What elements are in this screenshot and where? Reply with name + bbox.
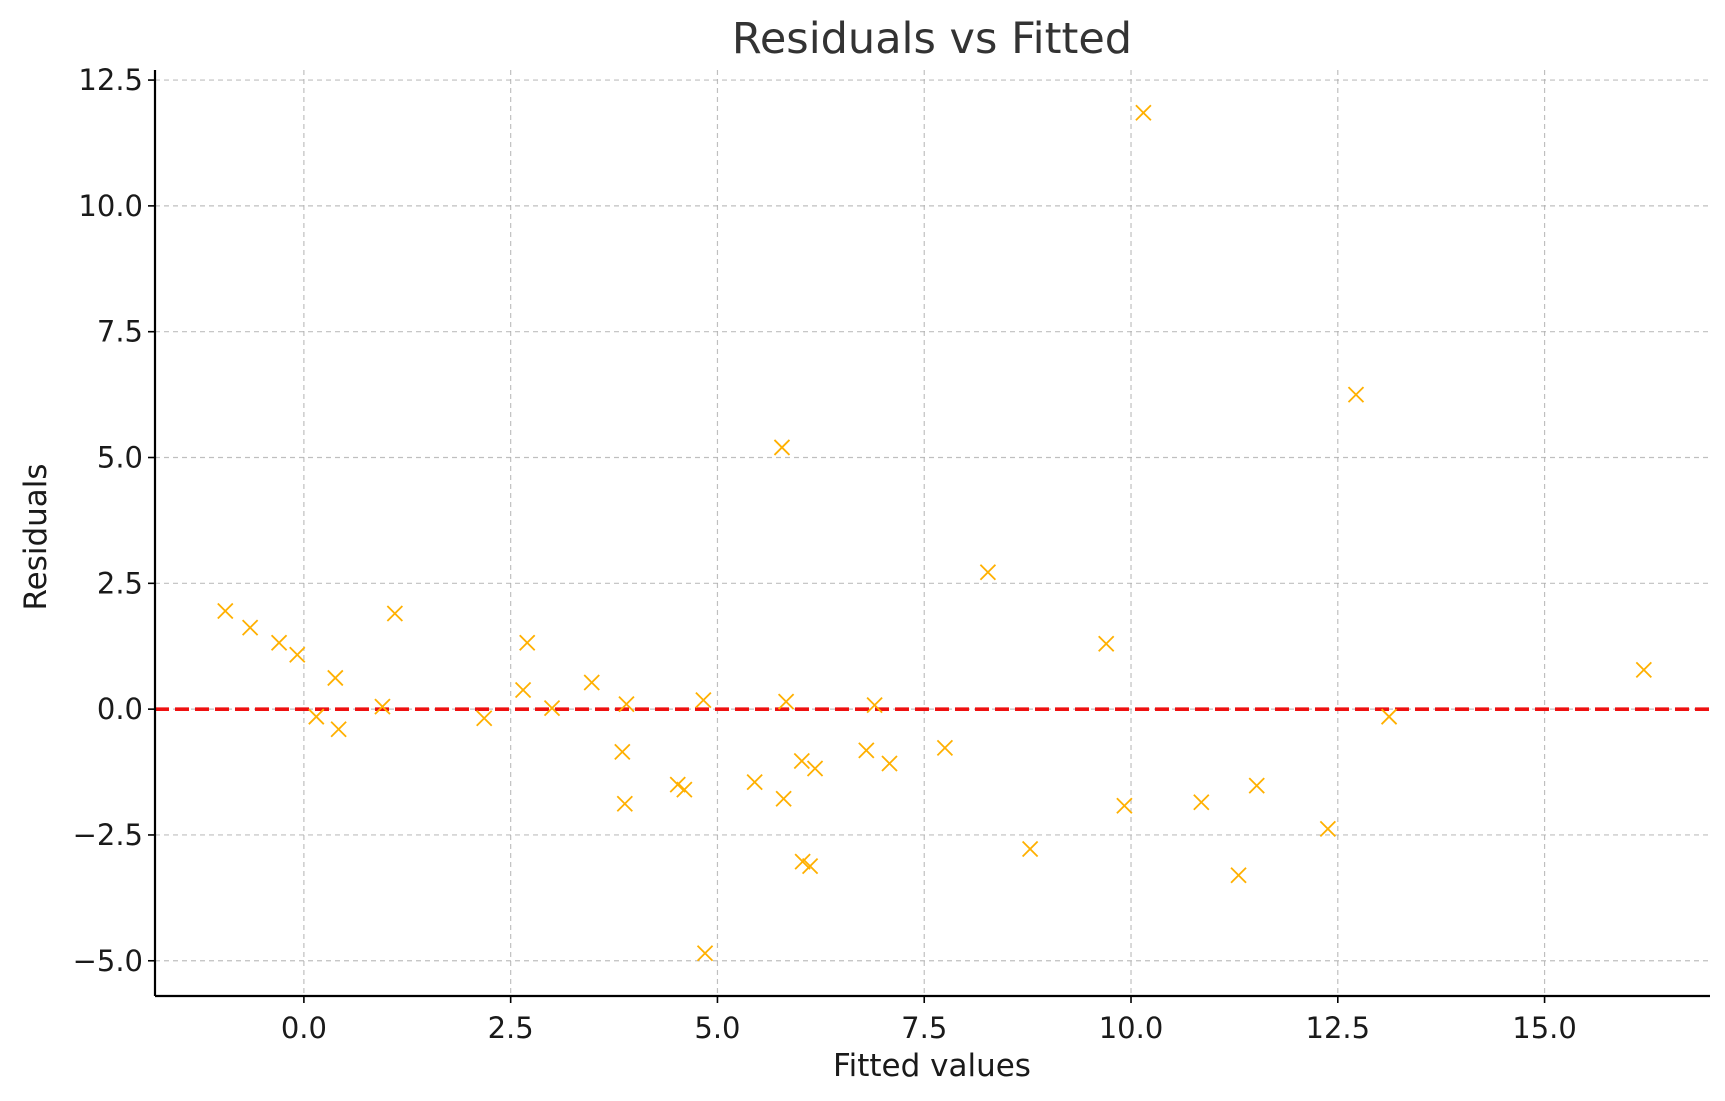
x-axis-label: Fitted values <box>833 1048 1031 1084</box>
data-point <box>616 795 633 812</box>
y-tick-label: 7.5 <box>97 315 143 349</box>
x-tick-label: 0.0 <box>281 1011 327 1045</box>
data-point <box>386 605 404 622</box>
data-point <box>794 853 811 870</box>
data-point <box>936 739 954 757</box>
data-point <box>1135 104 1152 121</box>
data-point <box>669 776 686 793</box>
data-point <box>1380 708 1398 725</box>
y-tick-label: 0.0 <box>97 692 143 726</box>
data-point <box>1098 635 1115 652</box>
data-point <box>1193 794 1210 811</box>
chart-title: Residuals vs Fitted <box>732 14 1132 64</box>
data-point <box>1248 777 1265 794</box>
data-point <box>695 691 712 709</box>
data-point <box>514 681 532 699</box>
data-point <box>519 634 536 651</box>
y-tick-label: −5.0 <box>73 944 143 978</box>
data-point <box>773 439 791 456</box>
data-point <box>1347 386 1365 403</box>
data-point <box>1021 840 1039 858</box>
data-point <box>308 708 325 725</box>
data-point <box>543 699 561 717</box>
data-point <box>1635 661 1652 679</box>
data-point <box>1319 820 1337 838</box>
x-tick-label: 2.5 <box>488 1011 534 1045</box>
data-point <box>746 773 763 791</box>
x-tick-label: 7.5 <box>901 1011 947 1045</box>
x-tick-label: 10.0 <box>1099 1011 1164 1045</box>
data-point <box>614 743 631 761</box>
data-point <box>217 602 234 620</box>
axes <box>153 70 1710 998</box>
data-point <box>583 674 600 691</box>
y-tick-label: 10.0 <box>78 189 143 223</box>
data-point <box>289 646 306 663</box>
data-point <box>1230 867 1247 884</box>
data-point <box>793 752 810 770</box>
data-point <box>775 790 792 807</box>
data-point <box>676 781 693 798</box>
x-tick-label: 15.0 <box>1512 1011 1577 1045</box>
data-point <box>327 669 344 687</box>
y-tick-label: 5.0 <box>97 441 143 475</box>
data-point <box>374 698 391 715</box>
y-tick-label: −2.5 <box>73 818 143 852</box>
data-point <box>881 755 898 772</box>
data-point <box>241 619 259 636</box>
data-point <box>1116 797 1133 814</box>
x-tick-label: 5.0 <box>694 1011 740 1045</box>
data-point <box>270 634 288 651</box>
y-tick-label: 2.5 <box>97 566 143 600</box>
data-point <box>866 696 883 714</box>
x-ticks: 0.0 2.5 5.0 7.5 10.0 12.5 15.0 <box>281 996 1577 1045</box>
x-tick-label: 12.5 <box>1306 1011 1371 1045</box>
data-point <box>858 742 875 759</box>
y-axis-label: Residuals <box>18 463 54 610</box>
data-point <box>330 721 347 738</box>
data-points <box>217 104 1652 962</box>
y-tick-label: 12.5 <box>78 63 143 97</box>
data-point <box>801 858 819 875</box>
data-point <box>618 695 635 713</box>
data-point <box>806 760 824 777</box>
data-point <box>979 564 997 581</box>
grid-lines <box>155 70 1710 996</box>
data-point <box>476 710 493 727</box>
y-ticks: −5.0 −2.5 0.0 2.5 5.0 7.5 10.0 12.5 <box>73 63 155 978</box>
data-point <box>696 945 714 962</box>
data-point <box>777 693 795 710</box>
